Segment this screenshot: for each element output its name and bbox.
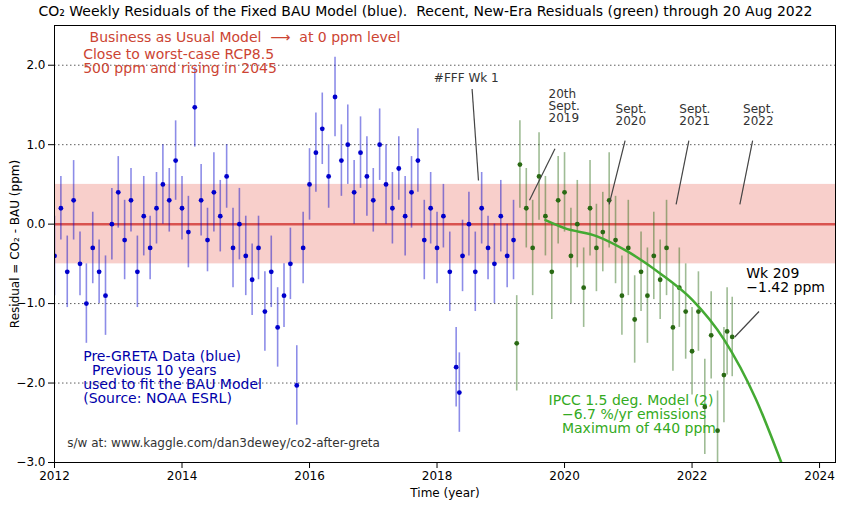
svg-text:2022: 2022 — [677, 469, 708, 483]
html-text:CO₂ Weekly Residuals of the Fi: CO₂ Weekly Residuals of the Fixed BAU Mo… — [38, 3, 813, 19]
svg-text:2012: 2012 — [39, 469, 70, 483]
svg-text:Residual = CO₂ - BAU (ppm): Residual = CO₂ - BAU (ppm) — [8, 160, 22, 328]
svg-text:2.0: 2.0 — [26, 58, 45, 72]
svg-text:−1.0: −1.0 — [16, 296, 46, 311]
svg-text:20thSept.2019: 20thSept.2019 — [549, 87, 580, 125]
svg-text:Time (year): Time (year) — [409, 486, 479, 500]
svg-text:Pre-GRETA Data (blue) Previou: Pre-GRETA Data (blue) Previous 10 yearsu… — [83, 348, 262, 406]
svg-text:0.0: 0.0 — [26, 217, 45, 231]
svg-text:s/w at: www.kaggle.com/dan3dew: s/w at: www.kaggle.com/dan3dewey/co2-aft… — [67, 436, 380, 450]
svg-text:Sept.2021: Sept.2021 — [679, 102, 710, 128]
svg-text:2016: 2016 — [294, 469, 325, 483]
svg-text:Business as Usual Model ⟶ at: Business as Usual Model ⟶ at 0 ppm level — [90, 29, 401, 45]
svg-text:2018: 2018 — [422, 469, 453, 483]
svg-text:2020: 2020 — [549, 469, 580, 483]
svg-text:−3.0: −3.0 — [16, 455, 45, 469]
svg-text:1.0: 1.0 — [26, 138, 45, 152]
svg-text:IPCC 1.5 deg. Model (2) −6.7: IPCC 1.5 deg. Model (2) −6.7 %/yr emissi… — [549, 392, 716, 436]
svg-text:2014: 2014 — [167, 469, 198, 483]
svg-text:2024: 2024 — [804, 469, 835, 483]
svg-text:Wk 209−1.42 ppm: Wk 209−1.42 ppm — [746, 265, 825, 295]
svg-text:−2.0: −2.0 — [16, 376, 45, 390]
svg-text:Sept.2020: Sept.2020 — [616, 102, 647, 128]
svg-text:Sept.2022: Sept.2022 — [743, 102, 774, 128]
svg-text:#FFF Wk 1: #FFF Wk 1 — [434, 71, 499, 85]
svg-text:Close to worst-case RCP8.5500: Close to worst-case RCP8.5500 ppm and ri… — [83, 46, 277, 76]
